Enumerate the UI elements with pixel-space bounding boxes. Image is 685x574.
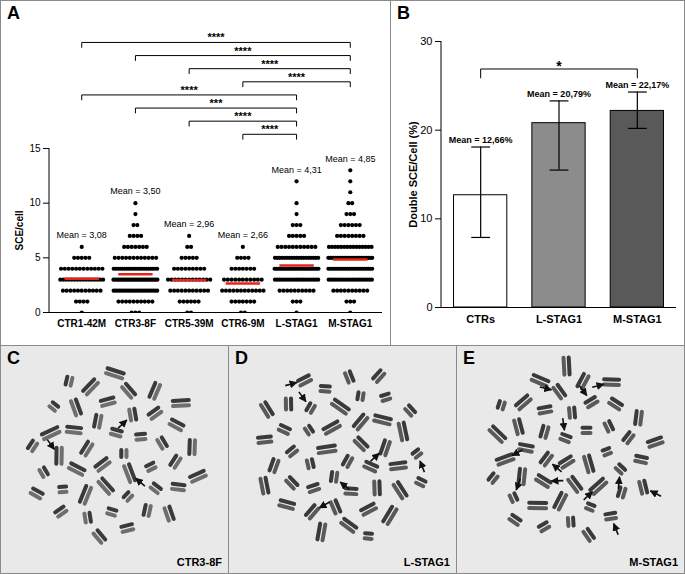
svg-text:Mean = 2,66: Mean = 2,66: [218, 230, 268, 240]
html-text:B: B: [397, 3, 410, 23]
svg-text:****: ****: [288, 71, 306, 83]
svg-text:Mean = 12,66%: Mean = 12,66%: [449, 135, 513, 145]
svg-text:Mean = 4,85: Mean = 4,85: [325, 154, 375, 164]
svg-text:CTR3-8F: CTR3-8F: [177, 556, 223, 568]
svg-text:M-STAG1: M-STAG1: [613, 313, 662, 325]
html-text:E: E: [463, 348, 475, 368]
html-text:D: D: [235, 348, 248, 368]
html-text:A: A: [7, 3, 20, 23]
svg-text:CTR3-8F: CTR3-8F: [115, 318, 156, 329]
svg-text:****: ****: [181, 84, 199, 96]
svg-text:****: ****: [207, 31, 225, 43]
svg-text:Mean = 3,50: Mean = 3,50: [110, 186, 160, 196]
svg-text:M-STAG1: M-STAG1: [629, 556, 678, 568]
svg-text:*: *: [556, 58, 562, 74]
svg-text:10: 10: [420, 212, 432, 224]
svg-text:CTR1-42M: CTR1-42M: [57, 318, 106, 329]
svg-text:20: 20: [420, 124, 432, 136]
svg-text:10: 10: [29, 197, 41, 208]
svg-text:L-STAG1: L-STAG1: [276, 318, 318, 329]
svg-text:L-STAG1: L-STAG1: [536, 313, 582, 325]
svg-text:Mean = 4,31: Mean = 4,31: [271, 165, 321, 175]
svg-text:CTR5-39M: CTR5-39M: [165, 318, 214, 329]
svg-text:CTRs: CTRs: [466, 313, 495, 325]
svg-text:****: ****: [234, 45, 252, 57]
svg-text:30: 30: [420, 35, 432, 47]
svg-text:****: ****: [234, 110, 252, 122]
html-text:C: C: [7, 348, 20, 368]
svg-text:Mean = 2,96: Mean = 2,96: [164, 219, 214, 229]
svg-text:***: ***: [210, 97, 224, 109]
svg-text:Mean = 20,79%: Mean = 20,79%: [527, 89, 591, 99]
svg-text:****: ****: [261, 58, 279, 70]
svg-text:L-STAG1: L-STAG1: [404, 556, 450, 568]
svg-text:M-STAG1: M-STAG1: [328, 318, 373, 329]
svg-text:5: 5: [35, 252, 41, 263]
svg-text:SCE/cell: SCE/cell: [14, 210, 25, 250]
svg-text:CTR6-9M: CTR6-9M: [221, 318, 264, 329]
svg-text:15: 15: [29, 143, 41, 154]
svg-text:****: ****: [261, 123, 279, 135]
svg-text:0: 0: [426, 301, 432, 313]
svg-text:0: 0: [35, 307, 41, 318]
svg-text:Double SCE/Cell (%): Double SCE/Cell (%): [407, 121, 419, 228]
svg-text:Mean = 22,17%: Mean = 22,17%: [605, 80, 669, 90]
svg-text:Mean = 3,08: Mean = 3,08: [57, 230, 107, 240]
